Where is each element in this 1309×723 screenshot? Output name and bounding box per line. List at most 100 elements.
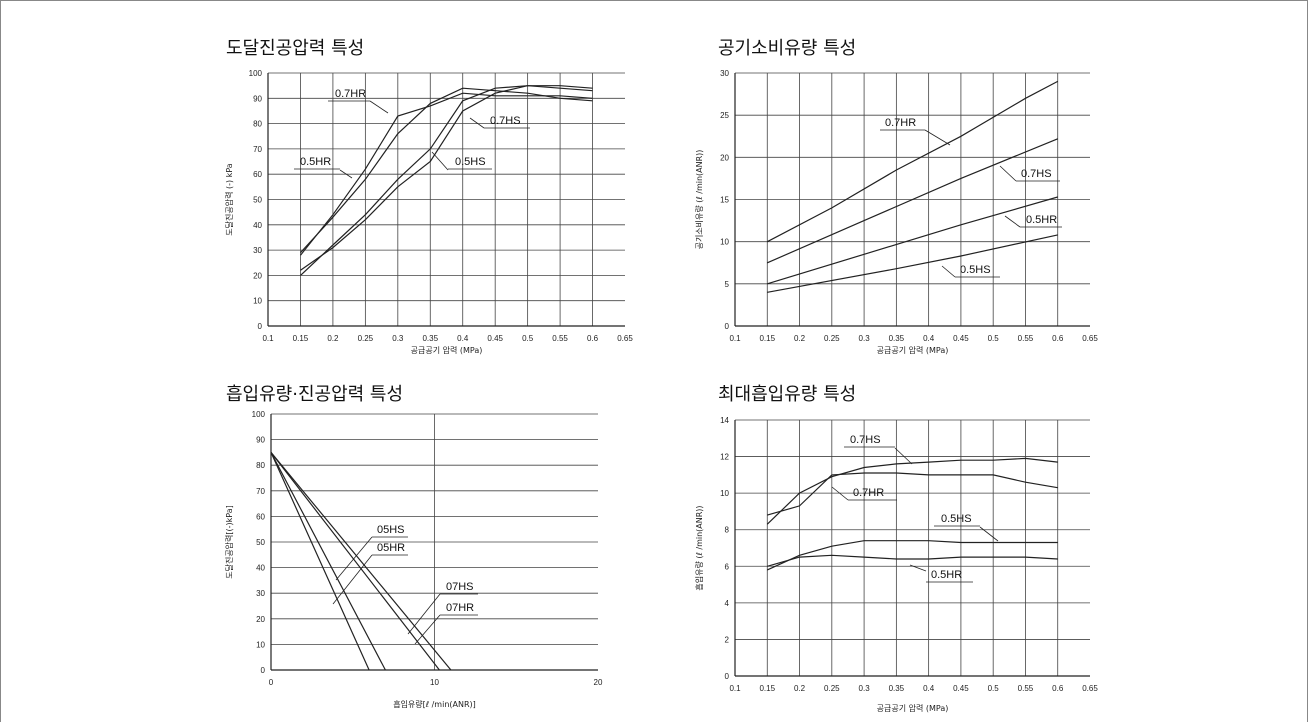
series-line — [767, 472, 1058, 516]
x-axis-label: 공급공기 압력 (MPa) — [877, 703, 949, 713]
series-line — [767, 554, 1058, 567]
x-axis-label: 공급공기 압력 (MPa) — [411, 345, 483, 355]
y-tick-label: 2 — [725, 635, 730, 644]
label-leader-line — [369, 100, 389, 114]
y-tick-label: 60 — [253, 170, 262, 179]
label-leader-line — [469, 117, 485, 129]
label-leader-line — [339, 169, 353, 179]
label-leader-line — [924, 129, 951, 146]
y-tick-label: 100 — [252, 410, 266, 419]
label-leader-line — [894, 447, 913, 465]
x-tick-label: 0.15 — [293, 334, 309, 343]
series-label: 05HR — [377, 542, 405, 554]
x-tick-label: 0.5 — [988, 684, 1000, 693]
x-axis-label: 흡입유량[ℓ /min(ANR)] — [393, 699, 476, 709]
chart-title: 흡입유량·진공압력 특성 — [226, 384, 404, 405]
series-label: 0.7HR — [853, 487, 884, 499]
x-tick-label: 0.4 — [457, 334, 469, 343]
y-tick-label: 4 — [725, 599, 730, 608]
x-tick-label: 0.35 — [889, 684, 905, 693]
x-tick-label: 20 — [594, 678, 603, 687]
y-tick-label: 70 — [253, 145, 262, 154]
series-line — [270, 452, 440, 671]
x-tick-label: 0.45 — [487, 334, 503, 343]
x-tick-label: 0.1 — [262, 334, 274, 343]
label-leader-line — [941, 265, 956, 278]
x-tick-label: 0.1 — [729, 684, 741, 693]
series-label: 0.7HS — [850, 434, 881, 446]
x-tick-label: 0.3 — [859, 334, 871, 343]
y-tick-label: 14 — [720, 416, 729, 425]
series-label: 0.5HR — [1026, 214, 1057, 226]
series-label: 0.5HS — [941, 513, 972, 525]
series-label: 0.5HR — [300, 156, 331, 168]
y-tick-label: 20 — [256, 615, 265, 624]
series-label: 0.7HS — [1021, 168, 1052, 180]
y-tick-label: 90 — [253, 94, 262, 103]
x-tick-label: 0.4 — [923, 684, 935, 693]
y-tick-label: 80 — [256, 461, 265, 470]
series-label: 0.7HR — [885, 117, 916, 129]
x-tick-label: 0.25 — [824, 334, 840, 343]
chart-title: 공기소비유량 특성 — [718, 38, 857, 59]
x-tick-label: 0.25 — [358, 334, 374, 343]
series-label: 0.7HS — [490, 115, 521, 127]
x-tick-label: 0.15 — [759, 334, 775, 343]
series-label: 05HS — [377, 524, 405, 536]
y-axis-label: 도달진공압력 (-) kPa — [224, 163, 234, 235]
y-tick-label: 40 — [253, 221, 262, 230]
label-leader-line — [335, 536, 373, 581]
y-tick-label: 50 — [253, 196, 262, 205]
series-line — [766, 457, 1058, 525]
x-tick-label: 0.2 — [794, 684, 806, 693]
x-tick-label: 0.5 — [988, 334, 1000, 343]
y-tick-label: 80 — [253, 120, 262, 129]
x-tick-label: 0.4 — [923, 334, 935, 343]
x-tick-label: 0.45 — [953, 684, 969, 693]
x-tick-label: 0.3 — [392, 334, 404, 343]
y-tick-label: 30 — [256, 589, 265, 598]
y-axis-label: 흡입유량 (ℓ /min(ANR)) — [694, 505, 704, 590]
series-label: 0.7HR — [335, 88, 366, 100]
x-tick-label: 0.45 — [953, 334, 969, 343]
x-tick-label: 0.55 — [552, 334, 568, 343]
x-tick-label: 0.6 — [1052, 334, 1064, 343]
y-tick-label: 70 — [256, 487, 265, 496]
x-tick-label: 0.5 — [522, 334, 534, 343]
x-tick-label: 0.35 — [422, 334, 438, 343]
x-tick-label: 10 — [430, 678, 439, 687]
x-tick-label: 0.65 — [1082, 684, 1098, 693]
series-line — [767, 196, 1058, 285]
y-tick-label: 90 — [256, 436, 265, 445]
series-label: 07HS — [446, 581, 474, 593]
y-tick-label: 10 — [253, 297, 262, 306]
label-leader-line — [414, 614, 441, 645]
x-tick-label: 0.55 — [1018, 334, 1034, 343]
label-leader-line — [909, 564, 927, 572]
x-tick-label: 0.6 — [587, 334, 599, 343]
x-tick-label: 0.3 — [859, 684, 871, 693]
x-tick-label: 0 — [269, 678, 274, 687]
label-leader-line — [431, 151, 449, 171]
y-tick-label: 25 — [720, 111, 729, 120]
y-tick-label: 100 — [249, 69, 263, 78]
label-leader-line — [1004, 215, 1021, 228]
series-line — [300, 85, 593, 271]
x-tick-label: 0.55 — [1018, 684, 1034, 693]
y-tick-label: 12 — [720, 453, 729, 462]
series-label: 0.5HS — [960, 264, 991, 276]
y-tick-label: 40 — [256, 564, 265, 573]
y-tick-label: 10 — [720, 489, 729, 498]
x-tick-label: 0.65 — [617, 334, 633, 343]
x-tick-label: 0.35 — [889, 334, 905, 343]
label-leader-line — [979, 526, 999, 542]
series-line — [767, 80, 1058, 243]
x-axis-label: 공급공기 압력 (MPa) — [877, 345, 949, 355]
y-tick-label: 20 — [720, 153, 729, 162]
y-tick-label: 30 — [253, 246, 262, 255]
y-tick-label: 30 — [720, 69, 729, 78]
y-tick-label: 15 — [720, 196, 729, 205]
